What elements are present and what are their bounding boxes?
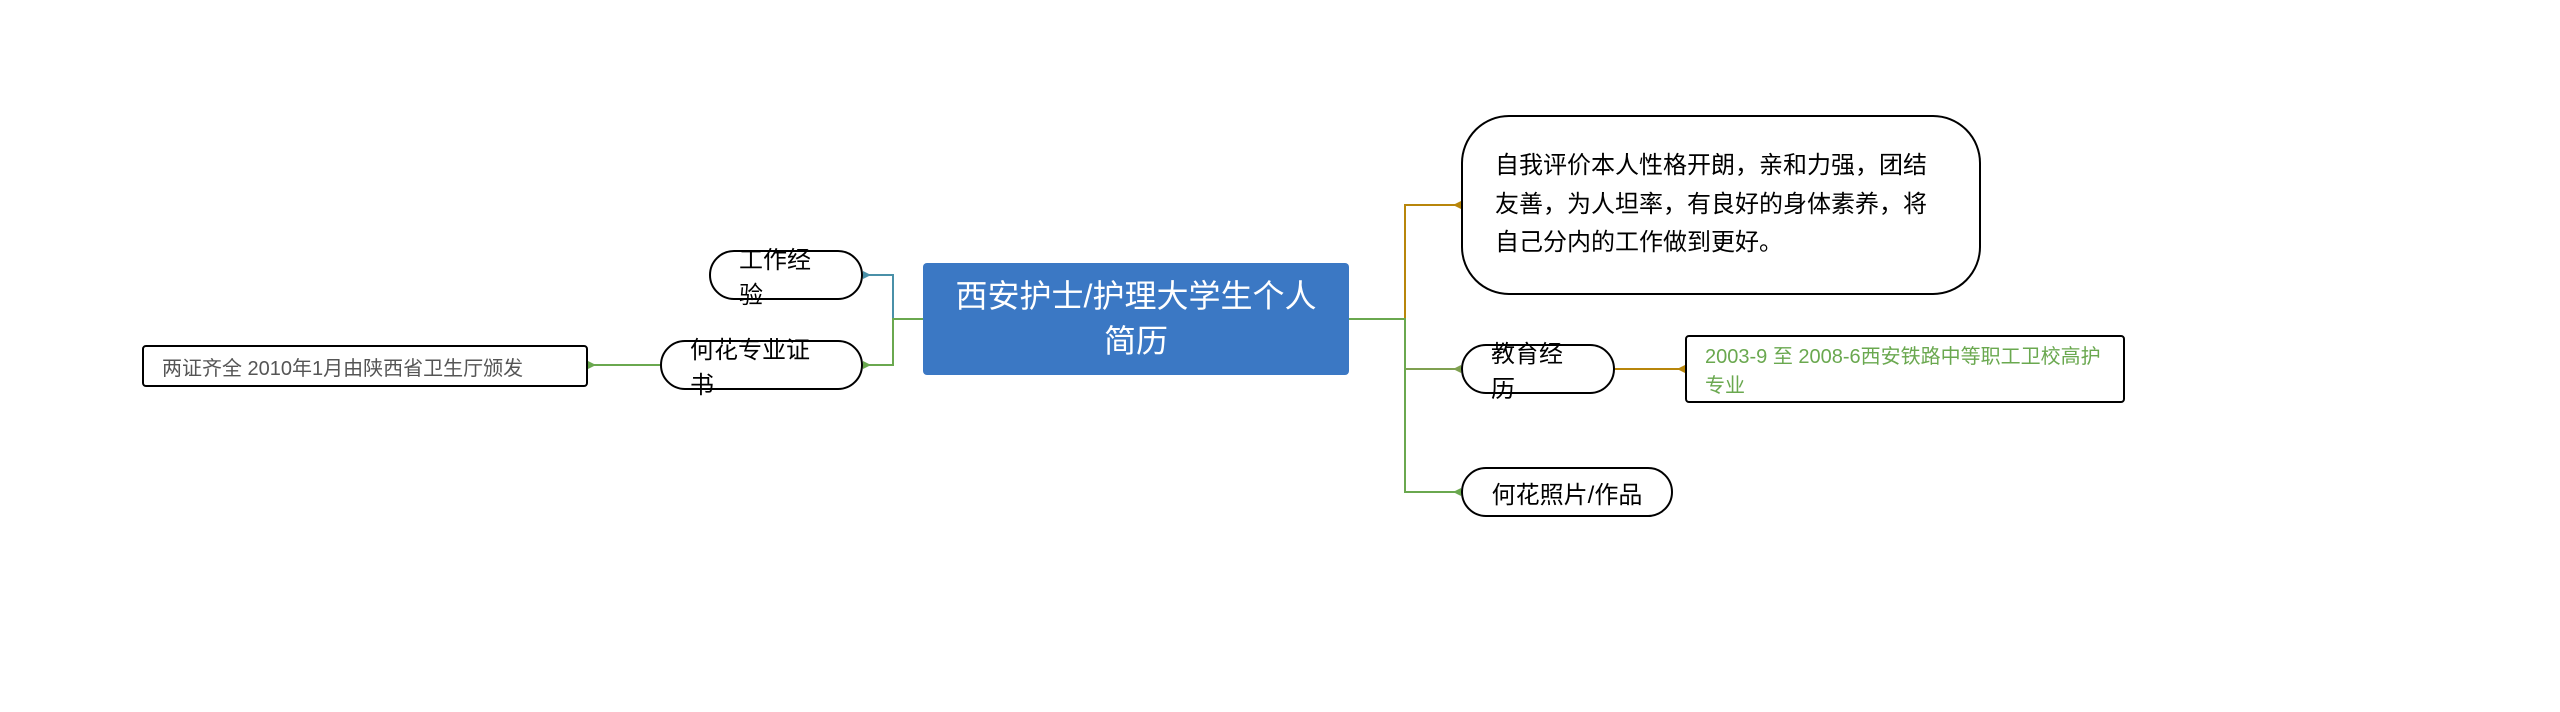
node-edu[interactable]: 教育经历 bbox=[1461, 344, 1615, 394]
center-node[interactable]: 西安护士/护理大学生个人简历 bbox=[923, 263, 1349, 375]
node-self-eval[interactable]: 自我评价本人性格开朗，亲和力强，团结友善，为人坦率，有良好的身体素养，将自己分内… bbox=[1461, 115, 1981, 295]
node-edu-detail[interactable]: 2003-9 至 2008-6西安铁路中等职工卫校高护专业 bbox=[1685, 335, 2125, 403]
node-cert[interactable]: 何花专业证书 bbox=[660, 340, 863, 390]
node-cert-detail[interactable]: 两证齐全 2010年1月由陕西省卫生厅颁发 bbox=[142, 345, 588, 387]
node-work-exp[interactable]: 工作经验 bbox=[709, 250, 863, 300]
node-photos[interactable]: 何花照片/作品 bbox=[1461, 467, 1673, 517]
